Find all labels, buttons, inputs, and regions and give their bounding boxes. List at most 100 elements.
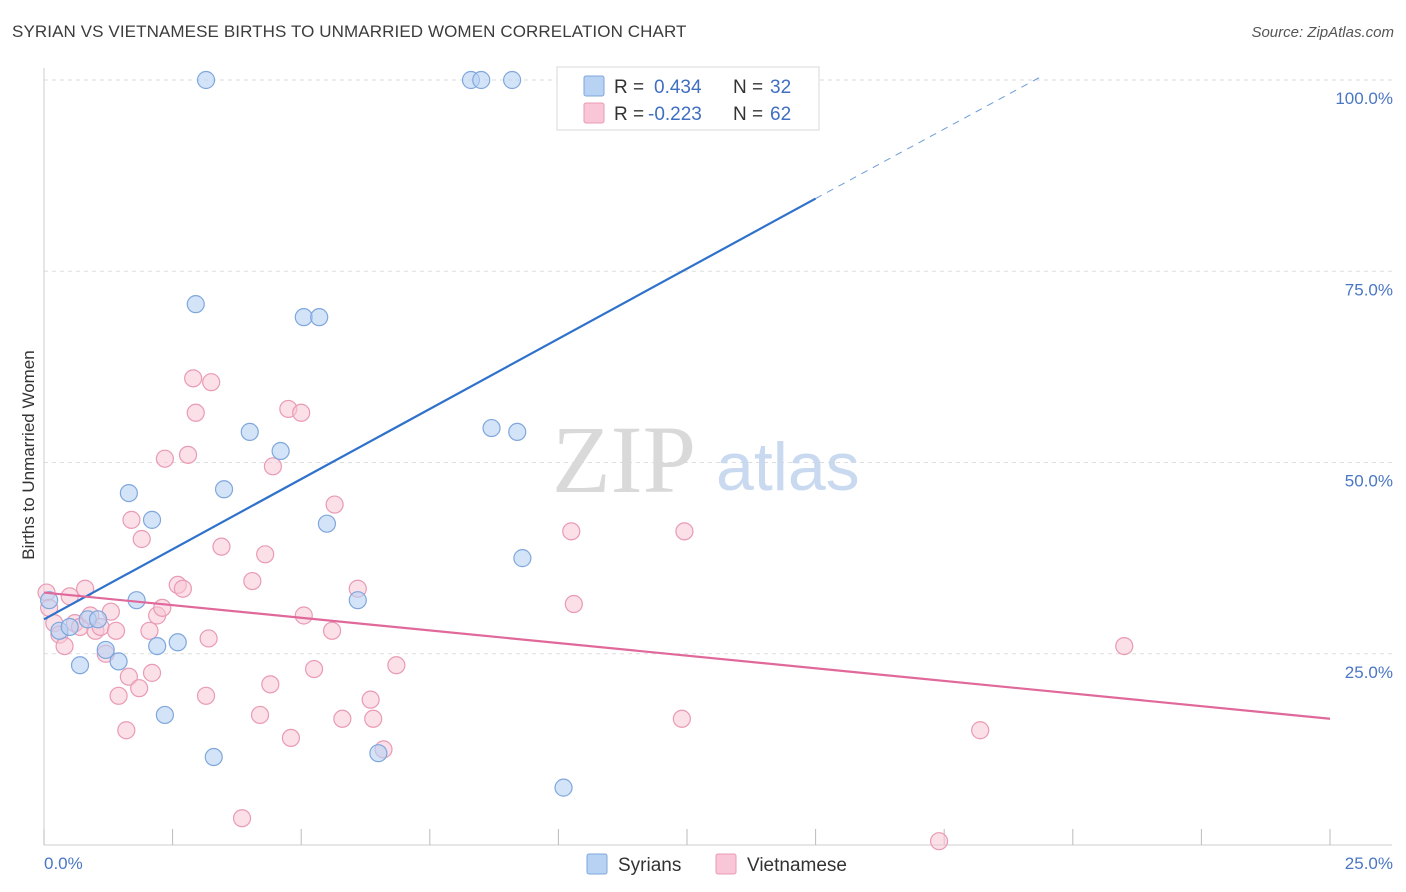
x-tick-labels: 0.0% 25.0% — [44, 854, 1393, 873]
vietnamese-point-21 — [140, 621, 159, 640]
syrians-point-2 — [60, 617, 79, 637]
watermark: ZIP atlas — [552, 406, 860, 513]
vietnamese-point-39 — [261, 675, 280, 694]
vietnamese-point-24 — [153, 598, 172, 617]
vietnamese-point-22 — [142, 663, 162, 682]
syrians-point-24 — [369, 744, 388, 763]
syrians-point-20 — [294, 308, 313, 327]
syrians-point-29 — [503, 70, 522, 90]
legend-n-value-1: 32 — [770, 77, 791, 98]
bottom-legend-swatch-vietnamese — [715, 853, 737, 875]
vietnamese-point-46 — [322, 621, 342, 640]
legend-swatch-vietnamese — [583, 102, 605, 124]
axes — [43, 68, 1392, 846]
vietnamese-point-33 — [202, 373, 221, 392]
y-tick-label-2: 75.0% — [1345, 280, 1393, 299]
vietnamese-point-19 — [130, 679, 149, 698]
vietnamese-point-50 — [361, 690, 380, 709]
vietnamese-point-28 — [178, 445, 198, 464]
y-tick-label-1: 50.0% — [1345, 472, 1393, 491]
syrians-point-11 — [148, 636, 167, 656]
vietnamese-point-15 — [109, 686, 128, 705]
syrians-trend-extension — [815, 75, 1043, 200]
syrians-point-12 — [155, 705, 174, 725]
vietnamese-trend-line — [43, 591, 1331, 720]
legend-n-label-1: N = — [733, 77, 763, 98]
y-tick-label-0: 25.0% — [1345, 663, 1393, 682]
y-axis-title: Births to Unmarried Women — [19, 350, 38, 559]
legend-swatch-syrians — [583, 75, 605, 97]
y-tick-labels: 25.0% 50.0% 75.0% 100.0% — [1335, 89, 1393, 682]
vietnamese-point-51 — [364, 709, 383, 728]
syrians-point-17 — [214, 480, 234, 499]
syrians-point-5 — [88, 610, 108, 629]
syrians-point-10 — [142, 510, 162, 529]
vietnamese-point-16 — [117, 721, 136, 740]
vietnamese-point-38 — [256, 545, 275, 564]
source-label: Source: ZipAtlas.com — [1251, 24, 1394, 41]
bottom-legend-label-vietnamese: Vietnamese — [747, 855, 847, 876]
vietnamese-point-14 — [106, 621, 126, 640]
vietnamese-point-31 — [196, 686, 216, 705]
bottom-legend-label-syrians: Syrians — [618, 855, 681, 876]
syrians-point-27 — [472, 70, 491, 90]
vietnamese-point-44 — [294, 606, 313, 625]
vietnamese-point-54 — [562, 522, 581, 541]
vietnamese-point-42 — [281, 728, 301, 748]
x-tick-label-0: 0.0% — [44, 854, 83, 873]
vietnamese-point-18 — [122, 510, 141, 529]
legend-r-label-2: R = — [614, 104, 644, 125]
x-tick-label-1: 25.0% — [1345, 854, 1393, 873]
syrians-point-3 — [70, 656, 90, 675]
bottom-legend-swatch-syrians — [586, 853, 608, 875]
vietnamese-point-27 — [173, 579, 192, 598]
syrians-point-23 — [348, 591, 367, 610]
vietnamese-point-17 — [119, 667, 138, 686]
grid-lines — [44, 79, 1392, 655]
syrians-point-22 — [317, 514, 337, 533]
vietnamese-point-25 — [155, 449, 174, 468]
syrians-point-13 — [168, 633, 187, 652]
vietnamese-point-36 — [243, 571, 262, 591]
syrians-point-8 — [119, 484, 138, 503]
syrians-point-14 — [186, 295, 205, 314]
vietnamese-point-59 — [971, 721, 990, 740]
syrians-point-26 — [482, 418, 501, 438]
syrians-point-19 — [271, 441, 290, 461]
vietnamese-point-55 — [564, 594, 583, 614]
syrians-point-16 — [204, 747, 223, 767]
bottom-legend: Syrians Vietnamese — [586, 853, 847, 876]
vietnamese-point-30 — [186, 403, 205, 422]
watermark-zip: ZIP — [552, 406, 696, 513]
vietnamese-point-37 — [250, 705, 270, 725]
vietnamese-point-45 — [304, 659, 324, 679]
vietnamese-point-58 — [929, 832, 949, 851]
syrians-point-0 — [40, 591, 59, 610]
syrians-point-28 — [508, 422, 527, 441]
y-tick-label-3: 100.0% — [1335, 89, 1393, 108]
legend: R = 0.434 N = 32 R = -0.223 N = 62 — [556, 66, 820, 131]
syrians-point-7 — [109, 652, 128, 671]
vietnamese-point-56 — [675, 522, 694, 541]
legend-n-value-2: 62 — [770, 104, 791, 125]
vietnamese-point-4 — [55, 636, 74, 656]
vietnamese-point-20 — [132, 529, 151, 549]
trend-lines — [43, 75, 1331, 720]
vietnamese-point-29 — [184, 369, 203, 388]
chart-title: SYRIAN VS VIETNAMESE BIRTHS TO UNMARRIED… — [12, 22, 687, 41]
syrians-point-21 — [310, 308, 329, 327]
syrians-trend-line — [43, 197, 817, 621]
vietnamese-point-57 — [672, 709, 691, 728]
vietnamese-point-43 — [292, 403, 311, 422]
vietnamese-point-32 — [199, 629, 218, 648]
vietnamese-point-47 — [325, 495, 344, 514]
legend-r-value-2: -0.223 — [648, 104, 702, 125]
syrians-point-30 — [513, 549, 532, 568]
syrians-point-6 — [96, 640, 115, 660]
vietnamese-point-60 — [1115, 636, 1134, 656]
syrians-points — [40, 70, 576, 797]
vietnamese-point-40 — [263, 457, 283, 476]
watermark-atlas: atlas — [716, 429, 860, 505]
syrians-point-15 — [196, 70, 216, 90]
